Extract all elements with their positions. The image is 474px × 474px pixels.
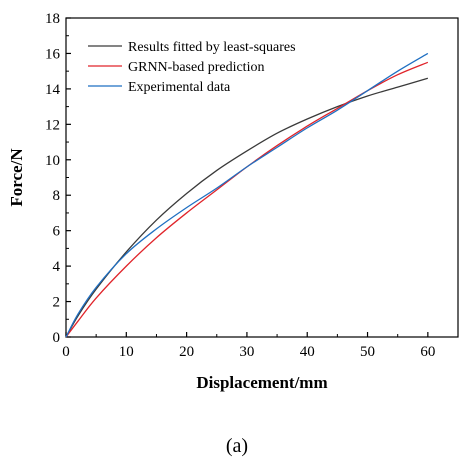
legend-label: Results fitted by least-squares [128, 40, 296, 55]
series-line-2 [65, 61, 429, 338]
legend-label: Experimental data [128, 80, 231, 95]
y-tick-label: 6 [53, 224, 61, 240]
legend-label: GRNN-based prediction [128, 60, 264, 75]
x-tick-label: 30 [239, 344, 254, 360]
y-tick-label: 16 [45, 46, 61, 62]
y-tick-label: 12 [45, 117, 60, 133]
y-tick-label: 18 [45, 11, 60, 27]
axes: 0 10 20 30 40 50 60 0 2 4 6 8 10 12 14 16 18 [45, 11, 459, 360]
series-group [65, 52, 429, 338]
series-line-1 [65, 77, 429, 338]
y-tick-label: 4 [53, 259, 61, 275]
series-line-3 [65, 52, 429, 338]
y-tick-label: 0 [53, 330, 61, 346]
y-tick-label: 14 [45, 82, 61, 98]
x-tick-label: 20 [179, 344, 194, 360]
y-tick-label: 10 [45, 153, 60, 169]
x-tick-label: 0 [62, 344, 70, 360]
x-tick-label: 40 [300, 344, 315, 360]
y-tick-label: 8 [53, 188, 61, 204]
x-tick-label: 60 [420, 344, 435, 360]
figure-caption: (a) [226, 435, 248, 457]
legend: Results fitted by least-squares GRNN-base… [88, 40, 296, 95]
x-axis-title: Displacement/mm [196, 373, 327, 392]
y-tick-label: 2 [53, 295, 61, 311]
y-axis-title: Force/N [7, 148, 26, 207]
x-tick-label: 10 [119, 344, 134, 360]
x-tick-label: 50 [360, 344, 375, 360]
